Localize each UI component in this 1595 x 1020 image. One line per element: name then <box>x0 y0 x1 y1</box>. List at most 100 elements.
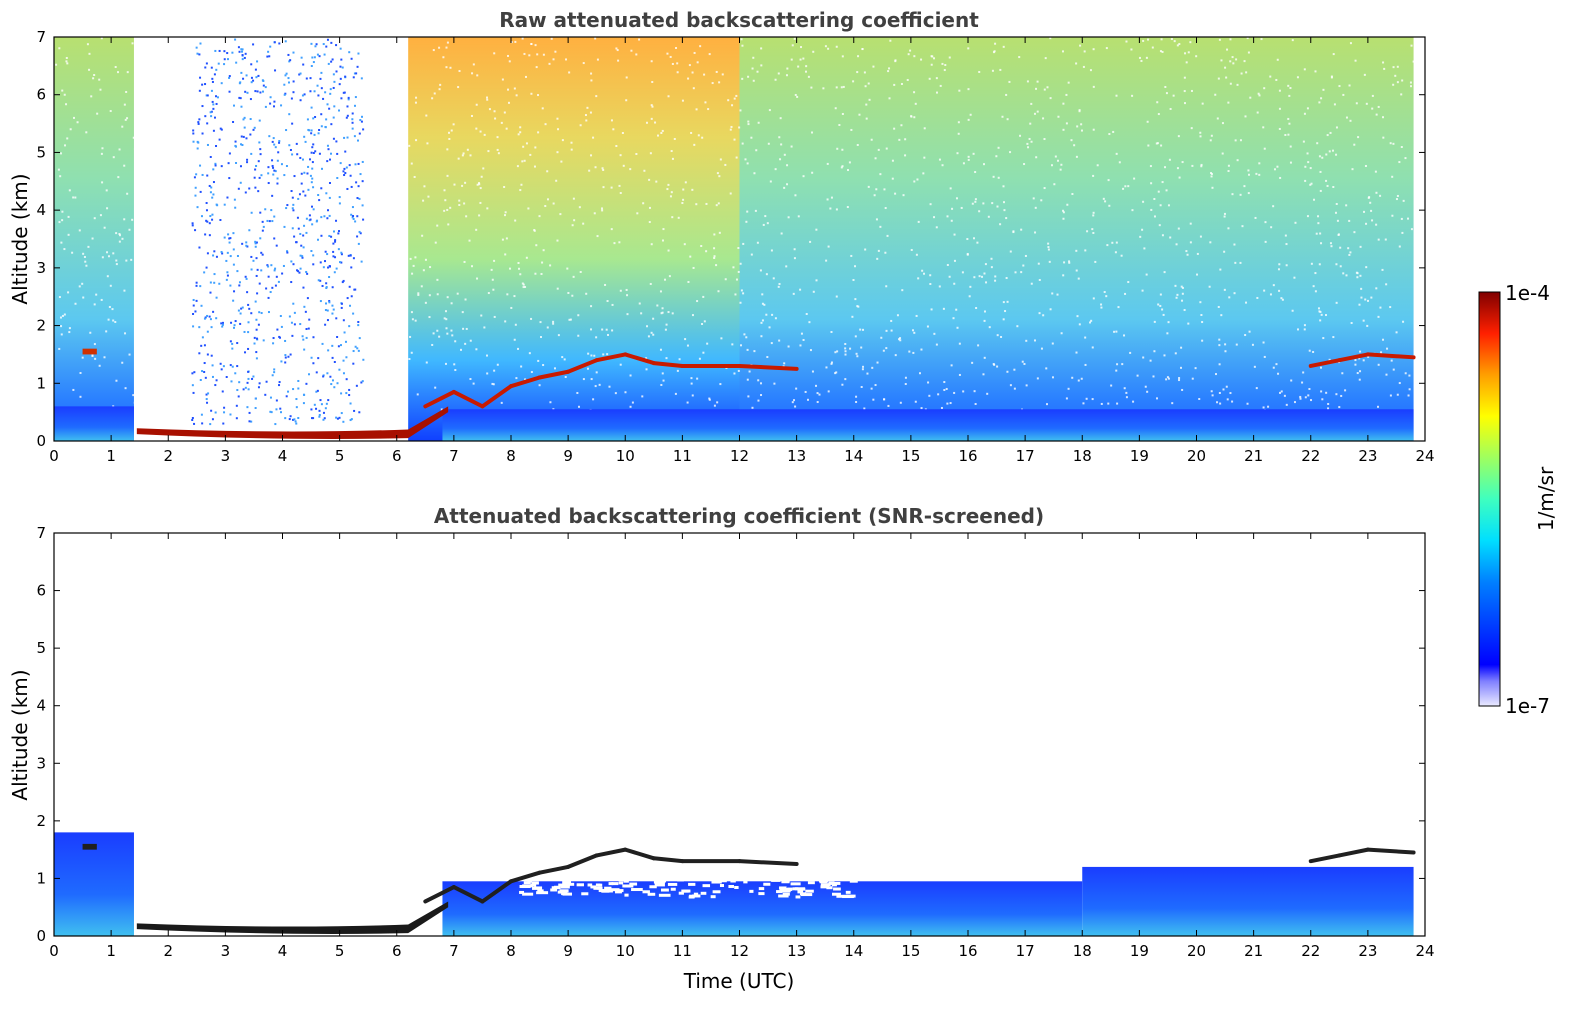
noise-speck <box>411 318 414 321</box>
noise-speck <box>258 282 261 285</box>
bottom-panel: 0 1 2 3 4 5 6 7 8 9 10 11 12 13 14 15 16 17 18 19 20 21 22 23 24… <box>8 524 1435 993</box>
noise-speck <box>203 271 206 274</box>
noise-speck <box>890 319 893 322</box>
noise-speck <box>1350 322 1353 325</box>
noise-speck <box>1129 351 1132 354</box>
noise-speck <box>338 416 341 419</box>
noise-speck <box>336 417 339 420</box>
noise-speck <box>259 153 262 156</box>
noise-speck <box>546 170 549 173</box>
noise-speck <box>557 334 560 337</box>
noise-speck <box>1272 205 1275 208</box>
noise-speck <box>1084 363 1087 366</box>
noise-speck <box>1038 278 1041 281</box>
noise-speck <box>269 291 272 294</box>
noise-speck <box>966 238 969 241</box>
noise-speck <box>353 409 356 412</box>
noise-speck <box>114 320 117 323</box>
noise-speck <box>229 284 232 287</box>
noise-speck <box>247 388 250 391</box>
noise-speck <box>1115 330 1118 333</box>
noise-speck <box>206 252 209 255</box>
noise-speck <box>815 384 818 387</box>
noise-speck <box>577 405 580 408</box>
noise-speck <box>105 330 108 333</box>
noise-speck <box>662 228 665 231</box>
noise-speck <box>841 148 844 151</box>
noise-speck <box>100 152 103 155</box>
noise-speck <box>200 344 203 347</box>
noise-speck <box>208 222 211 225</box>
noise-speck <box>681 202 684 205</box>
noise-speck <box>841 112 844 115</box>
noise-speck <box>566 267 569 270</box>
noise-speck <box>1269 293 1272 296</box>
noise-speck <box>1075 249 1078 252</box>
noise-speck <box>346 136 349 139</box>
noise-speck <box>244 275 247 278</box>
noise-speck <box>287 355 290 358</box>
noise-speck <box>322 43 325 46</box>
noise-speck <box>350 185 353 188</box>
noise-speck <box>1201 102 1204 105</box>
noise-speck <box>1159 293 1162 296</box>
noise-speck <box>751 406 754 409</box>
noise-speck <box>1120 254 1123 257</box>
noise-speck <box>552 202 555 205</box>
noise-speck <box>1156 397 1159 400</box>
noise-speck <box>552 322 555 325</box>
noise-speck <box>235 404 238 407</box>
noise-speck <box>586 367 589 370</box>
noise-speck <box>611 329 614 332</box>
noise-speck <box>660 383 663 386</box>
noise-speck <box>691 71 694 74</box>
noise-speck <box>1375 223 1378 226</box>
x-tick-label: 6 <box>392 447 402 465</box>
noise-speck <box>1083 50 1086 53</box>
noise-speck <box>332 255 335 258</box>
noise-speck <box>269 96 272 99</box>
noise-speck <box>1294 221 1297 224</box>
noise-speck <box>1030 140 1033 143</box>
noise-speck <box>247 347 250 350</box>
noise-speck <box>335 70 338 73</box>
noise-speck <box>1245 71 1248 74</box>
noise-speck <box>1149 165 1152 168</box>
noise-speck <box>967 158 970 161</box>
noise-speck <box>931 55 934 58</box>
noise-speck <box>235 417 238 420</box>
noise-speck <box>205 62 208 65</box>
noise-speck <box>466 148 469 151</box>
noise-speck <box>1234 261 1237 264</box>
noise-speck <box>58 47 61 50</box>
noise-speck <box>1153 215 1156 218</box>
noise-speck <box>279 315 282 318</box>
noise-speck <box>324 91 327 94</box>
noise-speck <box>1375 191 1378 194</box>
noise-speck <box>596 235 599 238</box>
noise-speck <box>329 158 332 161</box>
cloud-segment <box>651 361 685 368</box>
noise-speck <box>650 117 653 120</box>
noise-speck <box>792 292 795 295</box>
noise-speck <box>318 415 321 418</box>
noise-speck <box>201 370 204 373</box>
noise-speck <box>746 210 749 213</box>
noise-speck <box>209 191 212 194</box>
noise-speck <box>464 298 467 301</box>
cloud-segment <box>594 847 628 858</box>
noise-speck <box>1249 96 1252 99</box>
x-tick-label: 9 <box>563 447 573 465</box>
noise-speck <box>951 207 954 210</box>
noise-speck <box>355 72 358 75</box>
noise-speck <box>799 288 802 291</box>
noise-speck <box>228 177 231 180</box>
noise-speck <box>318 152 321 155</box>
screened-gap <box>779 889 791 893</box>
noise-speck <box>974 198 977 201</box>
noise-speck <box>320 125 323 128</box>
noise-speck <box>811 131 814 134</box>
x-tick-label: 7 <box>449 447 459 465</box>
noise-speck <box>667 311 670 314</box>
noise-speck <box>1281 298 1284 301</box>
